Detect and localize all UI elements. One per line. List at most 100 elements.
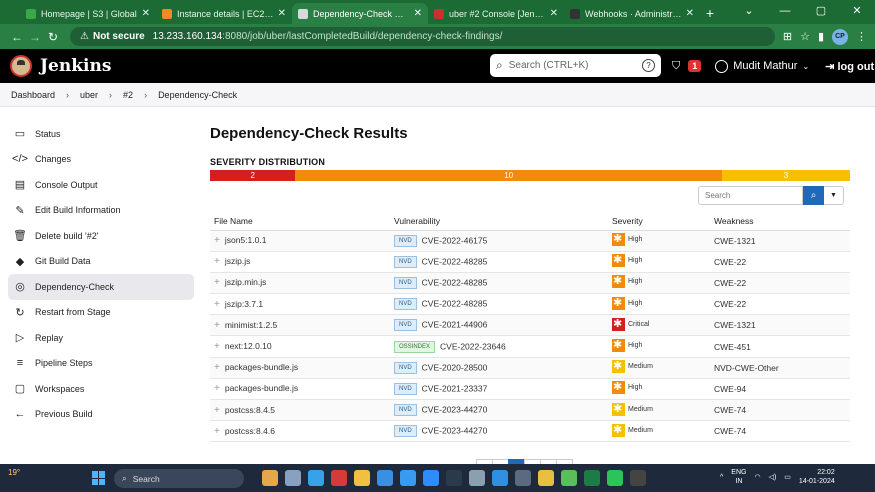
table-row[interactable]: + json5:1.0.1 NVD CVE-2022-46175 High CWE-132… (210, 230, 850, 252)
expand-icon[interactable]: + (214, 256, 220, 268)
expand-icon[interactable]: + (214, 425, 220, 437)
sidebar-item-changes[interactable]: </> Changes (8, 147, 194, 173)
cve-id[interactable]: CVE-2022-46175 (421, 234, 488, 245)
taskbar-search[interactable]: ⌕ Search (114, 469, 244, 488)
breadcrumb-build[interactable]: #2 (123, 89, 134, 100)
expand-icon[interactable]: + (214, 404, 220, 416)
tab-close-icon[interactable]: ✕ (141, 8, 150, 19)
table-row[interactable]: + next:12.0.10 OSSINDEX CVE-2022-23646 High C… (210, 335, 850, 358)
app-icon[interactable] (515, 470, 531, 486)
cve-id[interactable]: CVE-2022-48285 (421, 277, 488, 288)
table-row[interactable]: + packages-bundle.js NVD CVE-2021-23337 High… (210, 378, 850, 401)
expand-icon[interactable]: + (214, 235, 220, 247)
table-row[interactable]: + jszip.min.js NVD CVE-2022-48285 High CWE-22 (210, 272, 850, 295)
table-search-input[interactable] (698, 186, 803, 205)
browser-tab[interactable]: Instance details | EC2 | ap-south-1✕ (156, 3, 292, 24)
expand-icon[interactable]: + (214, 319, 220, 331)
widgets-icon[interactable] (262, 470, 278, 486)
new-tab-button[interactable]: + (705, 5, 715, 21)
column-file-name[interactable]: File Name (210, 212, 390, 231)
help-icon[interactable]: ? (642, 59, 655, 72)
column-severity[interactable]: Severity (608, 212, 710, 231)
edge-icon[interactable] (308, 470, 324, 486)
chrome-icon[interactable] (538, 470, 554, 486)
minimize-icon[interactable]: — (779, 5, 791, 17)
reload-icon[interactable]: ↻ (47, 29, 59, 44)
tab-search-icon[interactable]: ⌄ (744, 5, 754, 17)
close-window-icon[interactable]: ✕ (852, 5, 862, 17)
sidebar-item-previous-build[interactable]: ← Previous Build (8, 402, 194, 428)
profile-avatar[interactable]: CP (832, 28, 848, 45)
user-menu[interactable]: Mudit Mathur ⌄ (715, 59, 810, 73)
vscode-icon[interactable] (492, 470, 508, 486)
sidebar-item-status[interactable]: ▭ Status (8, 121, 194, 147)
sidebar-item-console-output[interactable]: ▤ Console Output (8, 172, 194, 198)
chevron-up-icon[interactable]: ^ (720, 473, 724, 481)
shield-icon[interactable]: ⛉ (672, 59, 681, 72)
task-view-icon[interactable] (285, 470, 301, 486)
sidebar-item-restart-from-stage[interactable]: ↻ Restart from Stage (8, 300, 194, 326)
expand-icon[interactable]: + (214, 383, 220, 395)
sidebar-item-edit-build-information[interactable]: ✎ Edit Build Information (8, 198, 194, 224)
maximize-icon[interactable]: ▢ (815, 5, 827, 17)
breadcrumb-dependency-check[interactable]: Dependency-Check (158, 89, 238, 100)
sidebar-item-pipeline-steps[interactable]: ≡ Pipeline Steps (8, 351, 194, 377)
browser-tab[interactable]: uber #2 Console [Jenkins] ✕ (428, 3, 564, 24)
side-panel-icon[interactable]: ▮ (817, 31, 824, 43)
cve-id[interactable]: CVE-2022-48285 (421, 256, 488, 267)
tab-close-icon[interactable]: ✕ (549, 8, 558, 19)
chrome-profile-icon[interactable] (561, 470, 577, 486)
weakness-cell[interactable]: NVD-CWE-Other (710, 357, 850, 379)
file-explorer-icon[interactable] (354, 470, 370, 486)
weather-widget[interactable]: 19° (8, 468, 21, 477)
store-icon[interactable] (377, 470, 393, 486)
jenkins-logo-icon[interactable] (10, 55, 32, 77)
page-button[interactable] (556, 459, 573, 464)
chevron-down-icon[interactable]: ⌄ (802, 61, 810, 71)
terminal-icon[interactable] (446, 470, 462, 486)
cve-id[interactable]: CVE-2023-44270 (421, 425, 488, 436)
column-vulnerability[interactable]: Vulnerability (390, 212, 608, 231)
jenkins-search-input[interactable] (508, 60, 642, 71)
expand-icon[interactable]: + (214, 362, 220, 374)
language-indicator[interactable]: ENG IN (731, 468, 746, 486)
table-row[interactable]: + postcss:8.4.5 NVD CVE-2023-44270 Medium CWE… (210, 399, 850, 422)
back-icon[interactable]: ← (11, 29, 23, 44)
column-weakness[interactable]: Weakness (710, 212, 850, 231)
bookmark-star-icon[interactable]: ☆ (800, 31, 810, 43)
url-field[interactable]: ⚠ Not secure 13.233.160.134:8080/job/ube… (70, 27, 775, 46)
weakness-cell[interactable]: CWE-22 (710, 251, 850, 273)
expand-icon[interactable]: + (214, 298, 220, 310)
browser-tab[interactable]: Homepage | S3 | Global ✕ (20, 3, 156, 24)
excel-icon[interactable] (584, 470, 600, 486)
notification-badge[interactable]: 1 (688, 60, 702, 72)
forward-icon[interactable]: → (29, 29, 41, 44)
cve-id[interactable]: CVE-2022-23646 (440, 340, 506, 351)
search-options-dropdown[interactable]: ▼ (824, 186, 844, 205)
table-row[interactable]: + packages-bundle.js NVD CVE-2020-28500 Medi… (210, 357, 850, 379)
jenkins-title[interactable]: Jenkins (40, 56, 112, 76)
weakness-cell[interactable]: CWE-74 (710, 420, 850, 443)
weakness-cell[interactable]: CWE-22 (710, 293, 850, 316)
weakness-cell[interactable]: CWE-1321 (710, 230, 850, 252)
sidebar-item-replay[interactable]: ▷ Replay (8, 325, 194, 351)
mail-icon[interactable] (400, 470, 416, 486)
cve-id[interactable]: CVE-2021-23337 (421, 383, 488, 394)
clock[interactable]: 22:02 14-01-2024 (799, 468, 835, 486)
browser-tab[interactable]: Webhooks · Administration ✕ (564, 3, 700, 24)
sidebar-item-delete-build-2[interactable]: 🗑 Delete build '#2' (8, 223, 194, 249)
start-button-icon[interactable] (92, 471, 106, 485)
cve-id[interactable]: CVE-2022-48285 (421, 298, 488, 309)
weakness-cell[interactable]: CWE-1321 (710, 314, 850, 337)
cve-id[interactable]: CVE-2021-44906 (421, 319, 488, 330)
sidebar-item-dependency-check[interactable]: ◎ Dependency-Check (8, 274, 194, 300)
zoom-icon[interactable] (423, 470, 439, 486)
table-row[interactable]: + postcss:8.4.6 NVD CVE-2023-44270 Medium CWE… (210, 420, 850, 443)
tab-close-icon[interactable]: ✕ (413, 8, 422, 19)
expand-icon[interactable]: + (214, 277, 220, 289)
wifi-icon[interactable]: ◠ (754, 474, 761, 481)
settings-icon[interactable] (469, 470, 485, 486)
tab-close-icon[interactable]: ✕ (277, 8, 286, 19)
expand-icon[interactable]: + (214, 341, 220, 353)
opera-icon[interactable] (331, 470, 347, 486)
